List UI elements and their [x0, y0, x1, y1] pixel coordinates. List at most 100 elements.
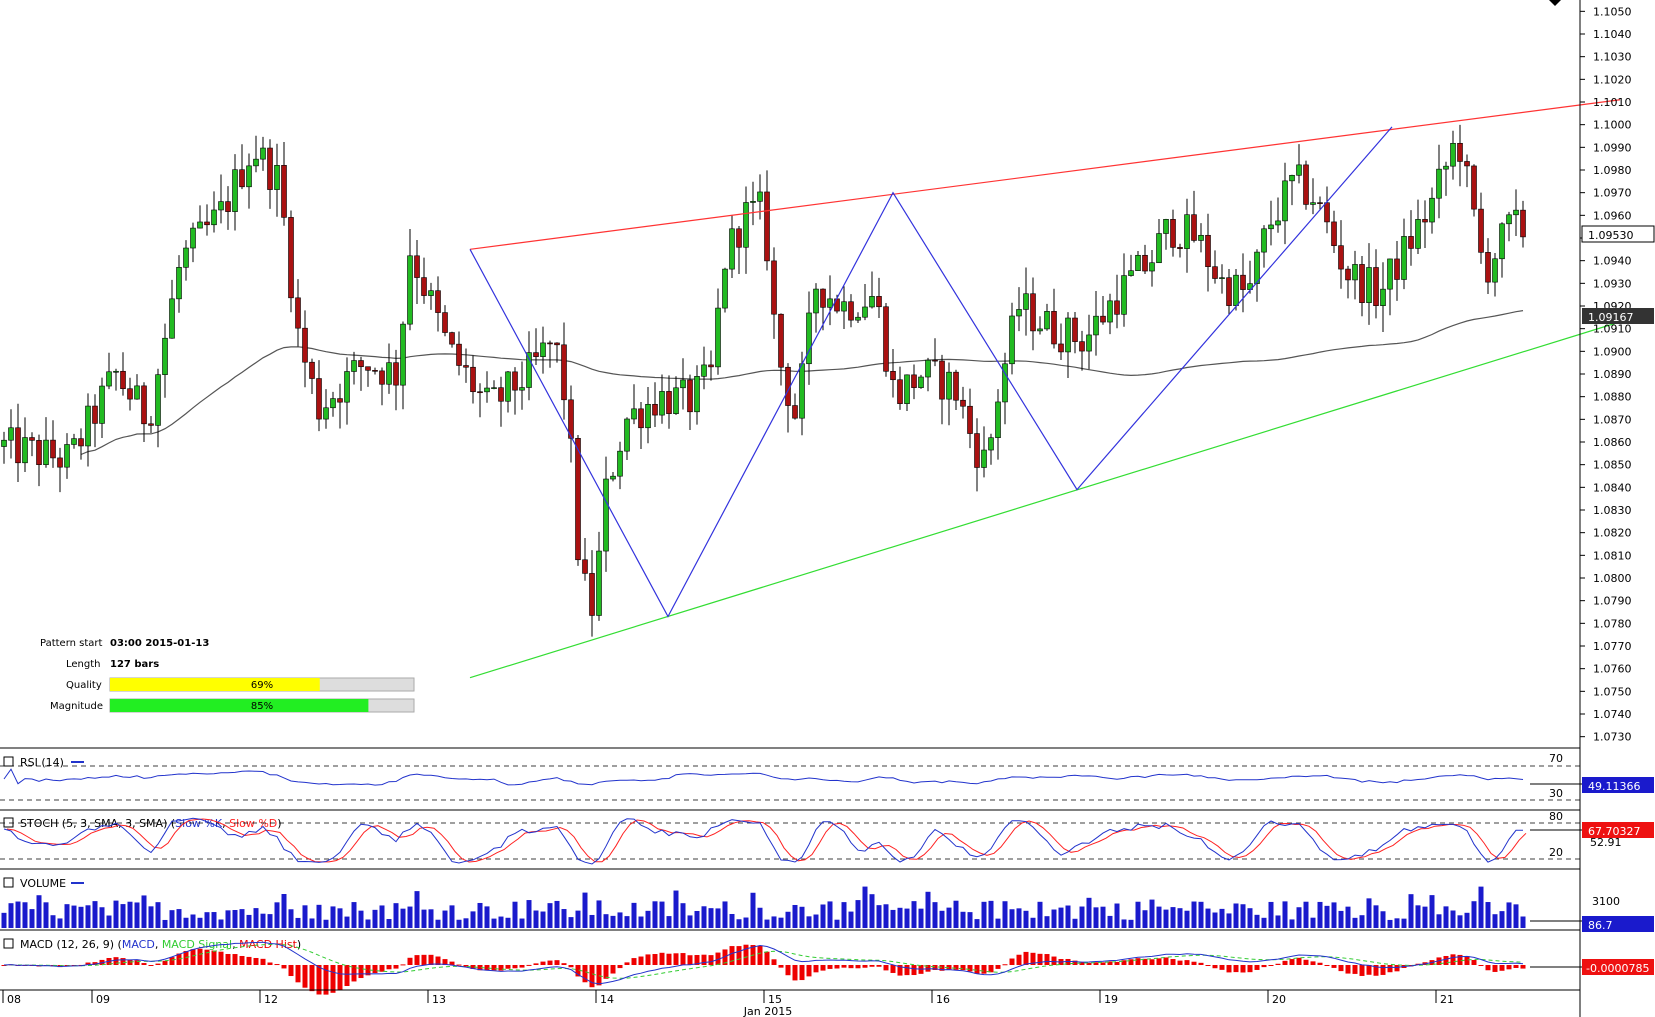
candle — [1100, 296, 1106, 325]
macd-hist-bar — [645, 954, 651, 965]
macd-hist-bar — [561, 963, 567, 965]
candle — [1226, 268, 1232, 315]
price-tick-label: 1.0760 — [1593, 663, 1632, 676]
volume-bar — [414, 891, 420, 928]
candle — [498, 376, 504, 427]
candle — [1205, 213, 1211, 292]
volume-bar — [610, 915, 616, 928]
volume-bar — [687, 915, 693, 928]
macd-hist-bar — [1520, 965, 1526, 969]
volume-bar — [1506, 902, 1512, 928]
stoch-collapse-toggle[interactable] — [3, 817, 14, 828]
macd-hist-bar — [435, 956, 441, 965]
rsi-panel: RSI (14) 70 30 49.11366 — [0, 752, 1654, 801]
candle — [337, 383, 343, 429]
quality-bar-fill — [110, 678, 320, 691]
macd-hist-bar — [1373, 965, 1379, 976]
time-tick-label: 09 — [96, 993, 110, 1006]
candle — [1317, 196, 1323, 211]
candle — [1464, 154, 1470, 188]
price-tick-label: 1.0750 — [1593, 685, 1632, 698]
candle — [302, 310, 308, 388]
scroll-arrow-icon[interactable] — [1549, 0, 1561, 6]
macd-hist-bar — [911, 965, 917, 976]
volume-bar — [1191, 901, 1197, 928]
candle — [36, 434, 42, 487]
macd-hist-bar — [764, 951, 770, 965]
rsi-series-line — [3, 768, 1524, 786]
macd-hist-bar — [897, 965, 903, 976]
volume-bar — [1359, 915, 1365, 928]
macd-hist-bar — [876, 965, 882, 967]
candle — [1338, 220, 1344, 289]
price-tick-label: 1.0900 — [1593, 345, 1632, 358]
volume-bar — [974, 919, 980, 928]
macd-hist-bar — [512, 965, 518, 969]
macd-hist-bar — [827, 965, 833, 969]
volume-bar — [197, 917, 203, 928]
candle — [183, 240, 189, 281]
volume-bar — [1380, 911, 1386, 928]
support-line — [469, 321, 1621, 679]
price-tick-label: 1.0870 — [1593, 413, 1632, 426]
volume-bar — [211, 912, 217, 928]
macd-hist-bar — [1079, 962, 1085, 965]
volume-bar — [1520, 916, 1526, 928]
macd-hist-bar — [799, 965, 805, 981]
macd-hist-bar — [568, 965, 574, 968]
current-price-marker: 1.09530 — [1581, 225, 1655, 243]
rsi-collapse-toggle[interactable] — [3, 756, 14, 767]
candle — [771, 247, 777, 339]
volume-bar — [1331, 902, 1337, 928]
macd-hist-bar — [1072, 960, 1078, 965]
volume-bar — [666, 916, 672, 928]
volume-bar — [995, 918, 1001, 928]
macd-hist-bar — [1100, 962, 1106, 965]
volume-title: VOLUME — [20, 877, 66, 890]
macd-hist-bar — [337, 965, 343, 991]
candle — [43, 417, 49, 468]
macd-hist-bar — [379, 965, 385, 972]
candle — [239, 144, 245, 190]
macd-hist-bar — [1240, 965, 1246, 973]
macd-hist-bar — [988, 965, 994, 973]
macd-hist-bar — [162, 960, 168, 965]
zigzag-line — [469, 126, 1393, 618]
macd-hist-bar — [953, 965, 959, 970]
candle — [1436, 144, 1442, 219]
price-tick-label: 1.1000 — [1593, 119, 1632, 132]
candle — [533, 328, 539, 366]
volume-bar — [603, 914, 609, 928]
candle — [1142, 244, 1148, 274]
macd-hist-bar — [673, 953, 679, 965]
price-tick-label: 1.0910 — [1593, 323, 1632, 336]
candle — [99, 377, 105, 438]
macd-hist-bar — [1093, 962, 1099, 965]
candle — [1387, 258, 1393, 316]
candle — [505, 370, 511, 413]
volume-collapse-toggle[interactable] — [3, 877, 14, 888]
macd-hist-bar — [638, 956, 644, 965]
macd-hist-bar — [323, 965, 329, 995]
macd-hist-bar — [1002, 964, 1008, 966]
volume-bar — [127, 901, 133, 928]
candle — [988, 433, 994, 465]
volume-bar — [134, 902, 140, 928]
candle — [267, 139, 273, 209]
pattern-lines — [469, 99, 1621, 679]
macd-hist-bar — [855, 965, 861, 969]
volume-bar — [722, 901, 728, 928]
volume-bar — [1170, 907, 1176, 928]
macd-hist-bar — [1275, 963, 1281, 965]
rsi-last-value: 49.11366 — [1588, 780, 1641, 793]
candle — [400, 321, 406, 410]
candle — [1135, 250, 1141, 271]
macd-hist-bar — [701, 954, 707, 965]
macd-hist-bar — [92, 962, 98, 965]
macd-hist-bar — [820, 965, 826, 971]
volume-bar — [813, 914, 819, 928]
macd-hist-bar — [148, 965, 154, 966]
volume-bar — [190, 914, 196, 928]
volume-bar — [218, 919, 224, 928]
macd-collapse-toggle[interactable] — [3, 938, 14, 949]
